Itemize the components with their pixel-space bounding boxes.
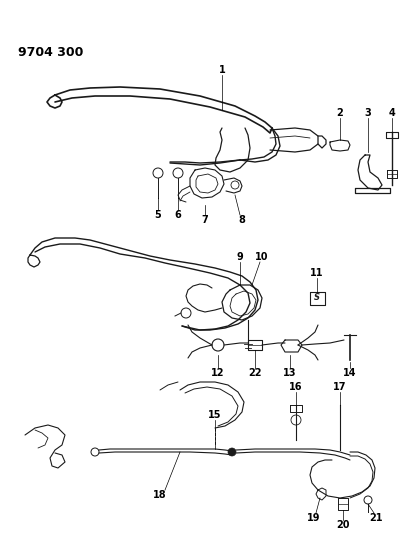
Text: 4: 4 bbox=[389, 108, 395, 118]
Text: 9: 9 bbox=[237, 252, 243, 262]
Text: 21: 21 bbox=[369, 513, 383, 523]
Text: 16: 16 bbox=[289, 382, 303, 392]
Text: 11: 11 bbox=[310, 268, 324, 278]
Text: 7: 7 bbox=[202, 215, 208, 225]
Text: 3: 3 bbox=[365, 108, 372, 118]
Text: 5: 5 bbox=[155, 210, 162, 220]
Text: 12: 12 bbox=[211, 368, 225, 378]
Circle shape bbox=[228, 448, 236, 456]
Text: 20: 20 bbox=[336, 520, 350, 530]
Text: 14: 14 bbox=[343, 368, 357, 378]
Text: 15: 15 bbox=[208, 410, 222, 420]
Text: 17: 17 bbox=[333, 382, 347, 392]
Text: 1: 1 bbox=[219, 65, 225, 75]
Text: 9704 300: 9704 300 bbox=[18, 45, 83, 59]
Text: 2: 2 bbox=[337, 108, 343, 118]
Text: 18: 18 bbox=[153, 490, 167, 500]
Text: 8: 8 bbox=[238, 215, 245, 225]
Text: 13: 13 bbox=[283, 368, 297, 378]
Text: 22: 22 bbox=[248, 368, 262, 378]
Text: S: S bbox=[314, 294, 320, 303]
Text: 19: 19 bbox=[307, 513, 321, 523]
Text: 6: 6 bbox=[175, 210, 181, 220]
Text: 10: 10 bbox=[255, 252, 269, 262]
